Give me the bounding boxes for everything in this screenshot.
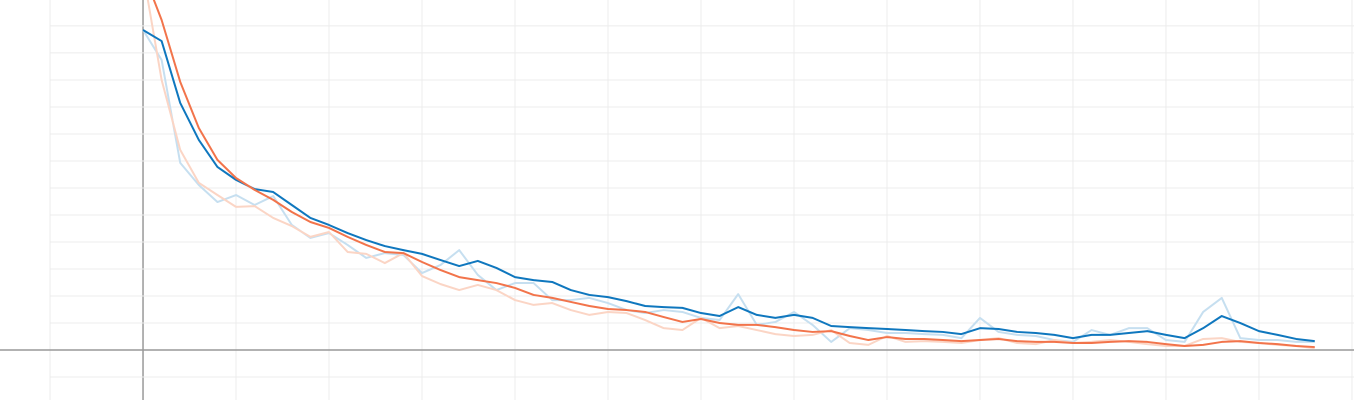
series-line xyxy=(152,0,1315,349)
series-line xyxy=(142,29,1315,343)
series-line xyxy=(142,29,1315,343)
